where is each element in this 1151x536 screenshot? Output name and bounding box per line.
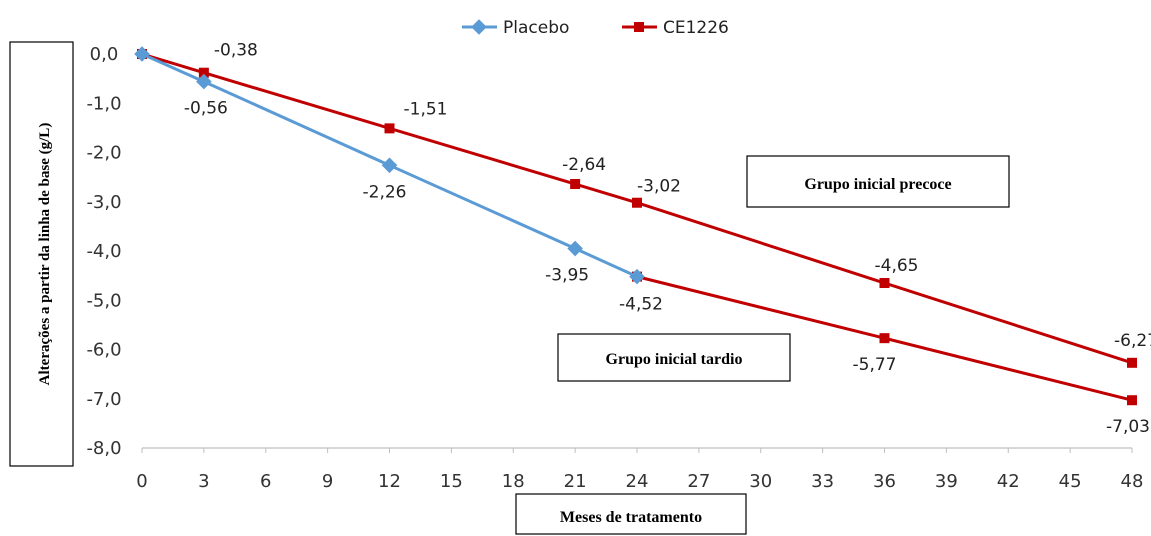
x-tick-label: 24 <box>626 471 649 492</box>
x-axis-ticks: 0 3 6 9 12 15 18 21 24 27 30 33 36 39 42 45 48 <box>136 448 1143 492</box>
x-tick-label: 30 <box>749 471 772 492</box>
data-label: -2,64 <box>562 155 606 175</box>
data-label: -7,03 <box>1106 417 1150 437</box>
data-point-marker <box>198 67 209 78</box>
x-axis-title-group: Meses de tratamento <box>515 493 747 535</box>
legend-marker-placebo <box>471 19 487 35</box>
annotation-early-box <box>746 155 1010 208</box>
y-tick-label: -6,0 <box>86 340 121 361</box>
data-label: -0,56 <box>184 99 228 119</box>
legend-label-placebo: Placebo <box>503 18 569 38</box>
x-tick-label: 42 <box>997 471 1020 492</box>
x-axis-title-box <box>515 493 747 535</box>
annotation-early-group: Grupo inicial precoce <box>746 155 1010 208</box>
x-tick-label: 0 <box>136 471 147 492</box>
data-label: -3,02 <box>637 177 681 197</box>
x-tick-label: 6 <box>260 471 271 492</box>
data-point-marker <box>381 157 398 174</box>
data-point-marker <box>629 268 645 285</box>
x-tick-label: 18 <box>502 471 525 492</box>
data-label: -2,26 <box>363 182 407 202</box>
data-label: -5,77 <box>853 355 897 375</box>
legend-marker-ce1226 <box>634 22 644 32</box>
data-point-marker <box>879 278 890 289</box>
data-point-marker <box>879 333 890 344</box>
y-tick-label: -7,0 <box>86 389 121 410</box>
data-point-marker <box>384 123 395 134</box>
y-axis-title-group: Alterações a partir da linha de base (g/… <box>9 41 74 467</box>
x-tick-label: 12 <box>378 471 401 492</box>
data-label: -1,51 <box>404 99 448 119</box>
x-tick-label: 15 <box>440 471 463 492</box>
y-tick-label: -5,0 <box>86 290 121 311</box>
series-line-ce1226 <box>141 52 1133 365</box>
data-point-marker <box>1127 357 1137 368</box>
x-axis-title: Meses de tratamento <box>560 509 702 526</box>
annotation-early-label: Grupo inicial precoce <box>804 176 951 193</box>
x-tick-label: 33 <box>811 471 834 492</box>
data-point-marker <box>632 197 642 208</box>
data-label: -4,65 <box>875 256 919 276</box>
data-point-marker <box>567 240 583 257</box>
y-tick-label: -4,0 <box>86 241 121 262</box>
x-tick-label: 39 <box>935 471 958 492</box>
y-tick-label: -8,0 <box>86 438 121 459</box>
x-tick-label: 48 <box>1121 471 1144 492</box>
y-tick-label: 0,0 <box>90 44 119 65</box>
y-tick-label: -1,0 <box>86 93 121 114</box>
series-layer <box>134 46 1137 406</box>
x-tick-label: 27 <box>687 471 710 492</box>
x-tick-label: 45 <box>1059 471 1082 492</box>
data-point-marker <box>570 179 581 190</box>
annotation-late-box <box>557 333 791 382</box>
data-labels: -0,56 -2,26 -3,95 -4,52 -0,38 -1,51 -2,64 -3,02… <box>184 41 1151 438</box>
x-tick-label: 36 <box>873 471 896 492</box>
x-tick-label: 9 <box>322 471 333 492</box>
legend-label-ce1226: CE1226 <box>663 18 729 38</box>
data-label: -4,52 <box>619 295 663 315</box>
data-label: -0,38 <box>214 41 258 61</box>
x-tick-label: 21 <box>564 471 587 492</box>
data-point-marker <box>1127 395 1137 406</box>
x-tick-label: 3 <box>198 471 209 492</box>
data-label: -6,27 <box>1114 331 1151 351</box>
y-axis-title: Alterações a partir da linha de base (g/… <box>37 123 53 386</box>
data-point-marker <box>196 73 212 90</box>
y-tick-label: -3,0 <box>86 192 121 213</box>
annotation-late-group: Grupo inicial tardio <box>557 333 791 382</box>
y-axis-ticks: 0,0 -1,0 -2,0 -3,0 -4,0 -5,0 -6,0 -7,0 -8,0 <box>86 44 121 459</box>
data-point-marker <box>134 46 150 62</box>
data-label: -3,95 <box>545 266 589 286</box>
annotation-late-label: Grupo inicial tardio <box>606 351 743 368</box>
legend: Placebo CE1226 <box>462 18 729 38</box>
y-axis-title-box <box>9 41 74 467</box>
y-tick-label: -2,0 <box>86 143 121 164</box>
